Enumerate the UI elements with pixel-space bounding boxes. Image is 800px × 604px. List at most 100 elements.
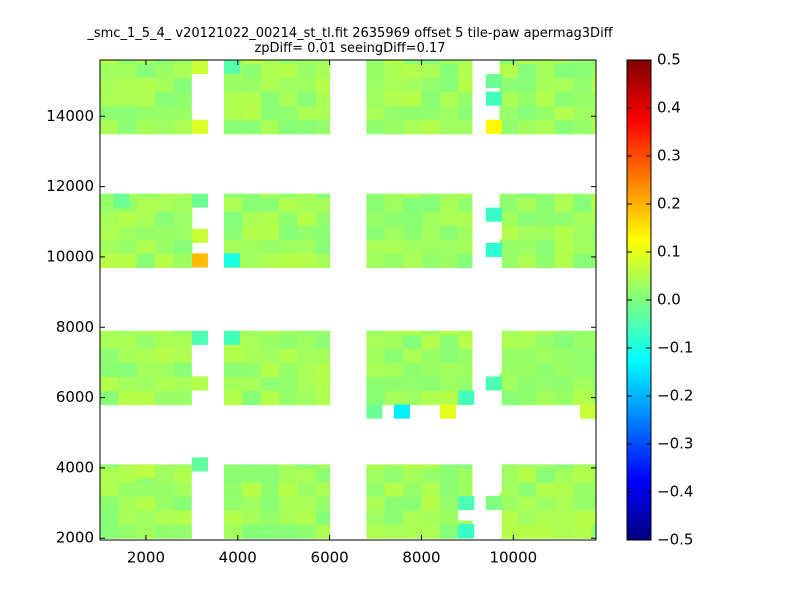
heatmap-cell — [155, 225, 174, 240]
heatmap-cell — [439, 239, 459, 254]
heatmap-cell — [517, 464, 537, 469]
heatmap-cell — [554, 330, 574, 335]
heatmap-cell — [260, 496, 280, 511]
heatmap-cell — [366, 481, 386, 497]
heatmap-cell — [279, 464, 298, 469]
heatmap-cell — [118, 91, 138, 107]
heatmap-cell — [173, 334, 193, 349]
heatmap-cell — [191, 330, 208, 345]
heatmap-cell — [421, 330, 441, 335]
heatmap-cell — [421, 253, 441, 268]
colorbar-tick-label: −0.1 — [657, 339, 693, 357]
heatmap-cell — [100, 348, 119, 363]
heatmap-cell — [536, 330, 556, 335]
heatmap-cell — [485, 496, 502, 511]
heatmap-gap — [485, 221, 502, 240]
heatmap-cell — [458, 197, 473, 212]
heatmap-cell — [403, 524, 422, 539]
heatmap-cell — [100, 77, 119, 93]
heatmap-cell — [554, 348, 574, 363]
heatmap-cell — [554, 390, 574, 406]
heatmap-cell — [224, 225, 243, 240]
heatmap-cell — [393, 404, 410, 419]
heatmap-cell — [155, 464, 174, 469]
heatmap-cell — [536, 225, 556, 240]
heatmap-cell — [279, 119, 298, 135]
heatmap-cell — [315, 105, 331, 121]
heatmap-gap — [485, 330, 502, 373]
heatmap-cell — [517, 119, 537, 135]
heatmap-cell — [421, 119, 441, 135]
heatmap-cell — [242, 467, 262, 483]
heatmap-cell — [384, 376, 404, 392]
heatmap-cell — [155, 348, 174, 363]
heatmap-cell — [499, 362, 519, 377]
heatmap-cell — [224, 105, 243, 121]
heatmap-cell — [118, 239, 138, 254]
x-tick-label: 2000 — [127, 549, 165, 567]
heatmap-cell — [118, 63, 138, 79]
heatmap-cell — [366, 390, 386, 406]
heatmap-cell — [242, 362, 262, 377]
heatmap-cell — [384, 390, 404, 406]
heatmap-cell — [136, 91, 156, 107]
heatmap-cell — [155, 119, 174, 135]
heatmap-cell — [100, 60, 119, 65]
x-tick-label: 4000 — [219, 549, 257, 567]
heatmap-cell — [591, 225, 597, 240]
heatmap-cell — [136, 524, 156, 539]
heatmap-cell — [118, 481, 138, 497]
heatmap-cell — [100, 105, 119, 121]
heatmap-cell — [242, 334, 262, 349]
heatmap-cell — [384, 239, 404, 254]
heatmap-cell — [421, 524, 441, 539]
heatmap-cell — [517, 330, 537, 335]
heatmap-cell — [458, 193, 473, 198]
heatmap-cell — [173, 524, 193, 539]
heatmap-cell — [421, 63, 441, 79]
heatmap-cell — [224, 60, 241, 75]
heatmap-cell — [499, 91, 519, 107]
heatmap-cell — [366, 119, 386, 135]
heatmap-cell — [118, 464, 138, 469]
heatmap-cell — [155, 334, 174, 349]
heatmap-cell — [403, 225, 422, 240]
heatmap-cell — [403, 119, 422, 135]
heatmap-cell — [421, 481, 441, 497]
colorbar-tick-label: −0.5 — [657, 531, 693, 549]
heatmap-cell — [173, 119, 193, 135]
heatmap-cell — [384, 60, 404, 65]
heatmap-cell — [242, 330, 262, 335]
heatmap-cell — [485, 74, 502, 89]
heatmap-cell — [315, 211, 331, 226]
heatmap-cell — [242, 464, 262, 469]
heatmap-cell — [421, 197, 441, 212]
heatmap-cell — [155, 211, 174, 226]
heatmap-cell — [458, 496, 475, 511]
heatmap-cell — [554, 334, 574, 349]
heatmap-cell — [591, 334, 597, 349]
heatmap-gap — [485, 390, 502, 405]
heatmap-cell — [517, 348, 537, 363]
heatmap-cell — [573, 119, 592, 135]
heatmap-cell — [297, 60, 317, 65]
heatmap-cell — [458, 239, 473, 254]
heatmap-cell — [113, 193, 130, 208]
heatmap-cell — [136, 510, 156, 525]
heatmap-cell — [403, 63, 422, 79]
heatmap-cell — [499, 496, 519, 511]
heatmap-cell — [591, 63, 597, 79]
heatmap-cell — [403, 211, 422, 226]
heatmap-cell — [279, 193, 298, 198]
y-tick-label: 8000 — [56, 318, 94, 336]
heatmap-cell — [100, 239, 119, 254]
heatmap-cell — [260, 334, 280, 349]
heatmap-cell — [499, 193, 519, 198]
heatmap-cell — [384, 77, 404, 93]
x-axis-ticks: 2000 4000 6000 8000 10000 — [127, 60, 537, 567]
colorbar-tick-label: −0.4 — [657, 483, 693, 501]
heatmap-cell — [485, 207, 502, 222]
heatmap-cell — [458, 63, 473, 79]
x-tick-label: 8000 — [402, 549, 440, 567]
heatmap-cell — [136, 105, 156, 121]
